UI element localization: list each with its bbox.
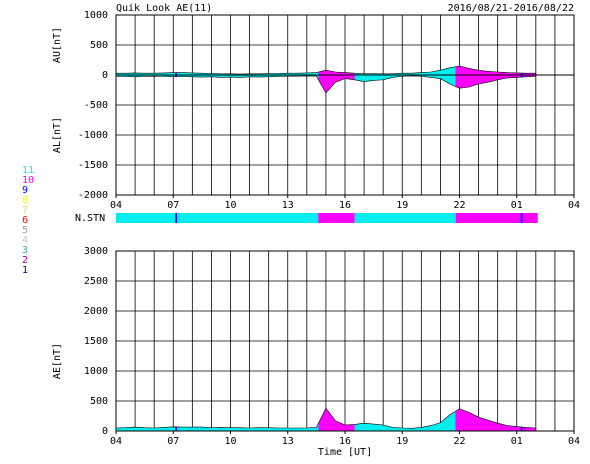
legend-label: 5	[22, 225, 28, 236]
legend-label: 8	[22, 195, 28, 206]
y-tick-label: -500	[84, 100, 108, 111]
n-stn-segment	[175, 213, 178, 223]
x-tick-label: 04	[110, 200, 122, 211]
legend-label: 10	[22, 175, 34, 186]
y-tick-label: -2000	[78, 190, 108, 201]
legend-label: 9	[22, 185, 28, 196]
x-tick-label: 10	[224, 436, 236, 447]
y-tick-label: 500	[90, 40, 108, 51]
y-tick-label: 0	[102, 426, 108, 437]
y-axis-label: AU[nT]	[52, 27, 63, 63]
x-tick-label: 04	[568, 436, 580, 447]
x-tick-label: 16	[339, 436, 351, 447]
n-stn-label: N.STN	[75, 213, 105, 224]
legend-label: 4	[22, 235, 28, 246]
legend-label: 7	[22, 205, 28, 216]
y-tick-label: 500	[90, 396, 108, 407]
legend-label: 1	[22, 265, 28, 276]
x-tick-label: 04	[568, 200, 580, 211]
x-tick-label: 13	[282, 200, 294, 211]
n-stn-segment	[522, 213, 538, 223]
area	[115, 74, 537, 94]
x-tick-label: 22	[453, 436, 465, 447]
x-tick-label: 19	[396, 436, 408, 447]
y-axis-label: AE[nT]	[52, 343, 63, 379]
y-tick-label: 0	[102, 70, 108, 81]
y-tick-label: 2000	[84, 306, 108, 317]
x-tick-label: 01	[511, 436, 523, 447]
y-tick-label: 3000	[84, 246, 108, 257]
n-stn-segment	[116, 213, 176, 223]
legend-label: 6	[22, 215, 28, 226]
x-axis-label: Time [UT]	[318, 447, 372, 458]
y-tick-label: 2500	[84, 276, 108, 287]
n-stn-segment	[455, 213, 521, 223]
x-tick-label: 07	[167, 436, 179, 447]
x-tick-label: 07	[167, 200, 179, 211]
n-stn-segment	[177, 213, 319, 223]
date-range: 2016/08/21-2016/08/22	[448, 3, 574, 14]
n-stn-segment	[354, 213, 456, 223]
y-tick-label: -1500	[78, 160, 108, 171]
x-tick-label: 19	[396, 200, 408, 211]
legend-label: 3	[22, 245, 28, 256]
y-tick-label: 1000	[84, 10, 108, 21]
x-tick-label: 22	[453, 200, 465, 211]
legend-label: 2	[22, 255, 28, 266]
n-stn-segment	[318, 213, 355, 223]
y-tick-label: 1500	[84, 336, 108, 347]
y-axis-label: AL[nT]	[52, 117, 63, 153]
x-tick-label: 01	[511, 200, 523, 211]
x-tick-label: 10	[224, 200, 236, 211]
y-tick-label: -1000	[78, 130, 108, 141]
area	[115, 407, 537, 432]
x-tick-label: 16	[339, 200, 351, 211]
n-stn-segment	[520, 213, 523, 223]
legend-label: 11	[22, 165, 34, 176]
chart-title: Quik Look AE(11)	[116, 3, 212, 14]
area	[115, 65, 537, 76]
y-tick-label: 1000	[84, 366, 108, 377]
x-tick-label: 13	[282, 436, 294, 447]
x-tick-label: 04	[110, 436, 122, 447]
